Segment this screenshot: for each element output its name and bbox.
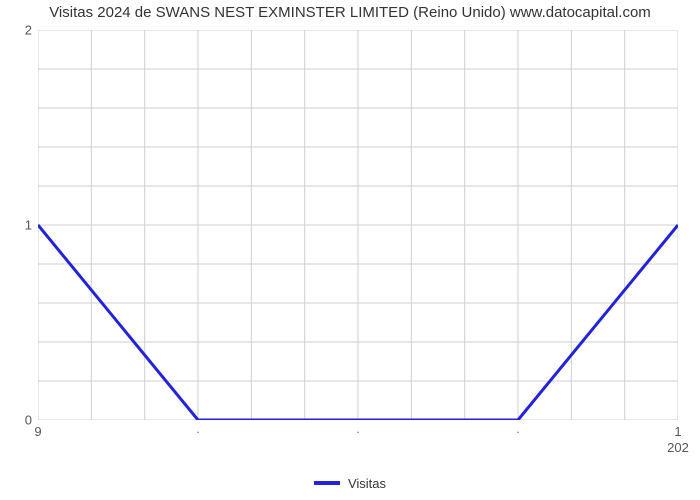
legend-label: Visitas [348,476,386,491]
plot-svg [38,30,678,420]
x-tick-label: 9 [34,420,41,439]
x-tick-label: 1 [674,420,681,439]
legend-swatch [314,481,340,485]
y-tick-label: 2 [25,23,38,38]
plot-area: 01291202... [38,30,678,420]
x-minor-tick: . [516,422,519,436]
x-tick-sublabel: 202 [667,440,689,455]
legend: Visitas [0,472,700,491]
chart-title: Visitas 2024 de SWANS NEST EXMINSTER LIM… [0,4,700,21]
y-tick-label: 1 [25,218,38,233]
chart-root: Visitas 2024 de SWANS NEST EXMINSTER LIM… [0,0,700,500]
x-minor-tick: . [356,422,359,436]
x-minor-tick: . [196,422,199,436]
legend-item: Visitas [314,476,386,491]
